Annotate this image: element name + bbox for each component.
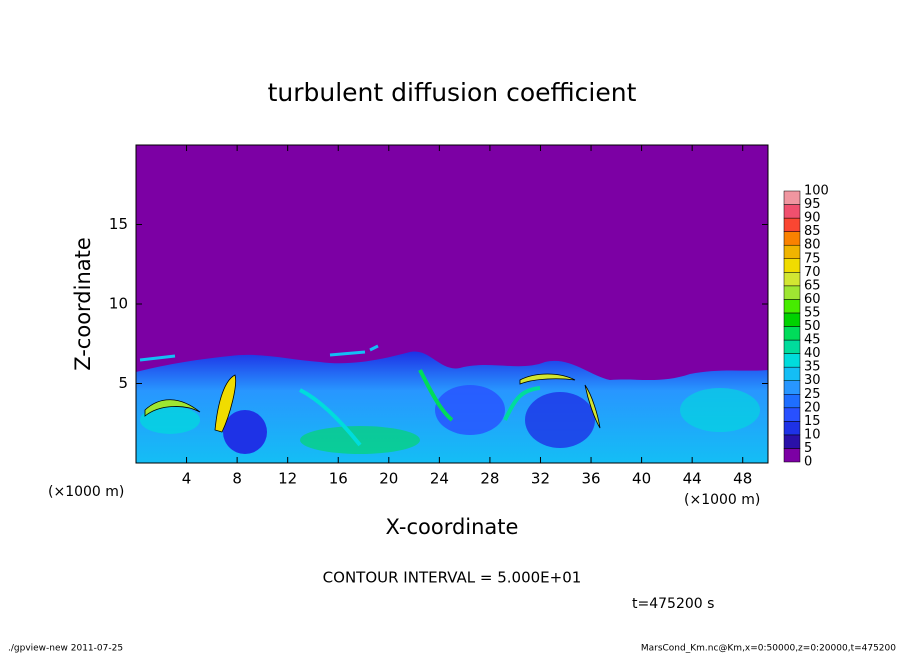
colorbar-label: 80 <box>804 238 821 253</box>
colorbar-swatch <box>783 204 801 219</box>
x-tick-label: 20 <box>379 470 398 488</box>
colorbar-label: 90 <box>804 211 821 226</box>
turbulent-field <box>136 344 768 463</box>
colorbar-label: 65 <box>804 278 821 293</box>
eddy <box>680 388 760 432</box>
colorbar-swatch <box>783 190 801 205</box>
colorbar-swatch <box>783 231 801 246</box>
colorbar-label: 5 <box>804 441 812 456</box>
eddy <box>525 392 595 448</box>
colorbar-swatch <box>783 244 801 259</box>
x-tick-label: 44 <box>683 470 702 488</box>
colorbar-swatch <box>783 353 801 368</box>
colorbar-swatch <box>783 217 801 232</box>
footer-right: MarsCond_Km.nc@Km,x=0:50000,z=0:20000,t=… <box>641 644 896 654</box>
streak <box>299 388 362 447</box>
chart-title: turbulent diffusion coefficient <box>268 78 637 107</box>
colorbar-label: 95 <box>804 197 821 212</box>
time-label: t=475200 s <box>632 596 714 612</box>
colorbar-label: 100 <box>804 184 829 199</box>
eddy <box>140 406 200 434</box>
colorbar-label: 10 <box>804 427 821 442</box>
colorbar-label: 30 <box>804 373 821 388</box>
colorbar-swatch <box>783 407 801 422</box>
x-tick-label: 8 <box>232 470 242 488</box>
eddy <box>300 426 420 454</box>
colorbar-label: 50 <box>804 319 821 334</box>
colorbar-swatch <box>783 421 801 436</box>
y-axis-title: Z-coordinate <box>71 237 95 371</box>
x-tick-label: 32 <box>531 470 550 488</box>
colorbar-label: 0 <box>804 455 812 470</box>
streak <box>519 373 576 385</box>
colorbar-swatch <box>783 299 801 314</box>
colorbar-label: 40 <box>804 346 821 361</box>
eddy <box>435 385 505 435</box>
x-tick-label: 4 <box>182 470 192 488</box>
colorbar-swatch <box>783 272 801 287</box>
streak <box>503 386 541 421</box>
streak <box>418 369 454 422</box>
y-tick-label: 5 <box>118 374 128 392</box>
colorbar-swatch <box>783 448 801 463</box>
x-axis-title: X-coordinate <box>386 515 519 539</box>
colorbar-label: 55 <box>804 305 821 320</box>
x-unit-label: (×1000 m) <box>48 484 124 500</box>
streak <box>139 344 379 362</box>
colorbar-label: 45 <box>804 333 821 348</box>
footer-left: ./gpview-new 2011-07-25 <box>8 644 123 654</box>
colorbar-label: 35 <box>804 360 821 375</box>
contour-interval: CONTOUR INTERVAL = 5.000E+01 <box>323 569 582 587</box>
y-tick-label: 15 <box>109 215 128 233</box>
x-unit-label: (×1000 m) <box>684 492 760 508</box>
colorbar-swatch <box>783 434 801 449</box>
y-tick-label: 10 <box>109 295 128 313</box>
colorbar-label: 60 <box>804 292 821 307</box>
colorbar-label: 75 <box>804 251 821 266</box>
colorbar-label: 15 <box>804 414 821 429</box>
colorbar-swatch <box>783 366 801 381</box>
streak <box>214 374 237 433</box>
streak <box>144 399 201 417</box>
x-tick-label: 28 <box>480 470 499 488</box>
colorbar-label: 25 <box>804 387 821 402</box>
x-tick-label: 40 <box>632 470 651 488</box>
colorbar-swatch <box>783 312 801 327</box>
colorbar-label: 85 <box>804 224 821 239</box>
x-tick-label: 12 <box>278 470 297 488</box>
x-tick-label: 16 <box>329 470 348 488</box>
colorbar-swatch <box>783 394 801 409</box>
x-tick-label: 24 <box>430 470 449 488</box>
colorbar-swatch <box>783 339 801 354</box>
eddy <box>223 410 267 454</box>
colorbar-label: 70 <box>804 265 821 280</box>
colorbar-swatch <box>783 258 801 273</box>
streak <box>584 384 601 429</box>
colorbar-label: 20 <box>804 400 821 415</box>
colorbar-swatch <box>783 326 801 341</box>
colorbar-swatch <box>783 285 801 300</box>
x-tick-label: 48 <box>733 470 752 488</box>
colorbar-swatch <box>783 380 801 395</box>
x-tick-label: 36 <box>581 470 600 488</box>
